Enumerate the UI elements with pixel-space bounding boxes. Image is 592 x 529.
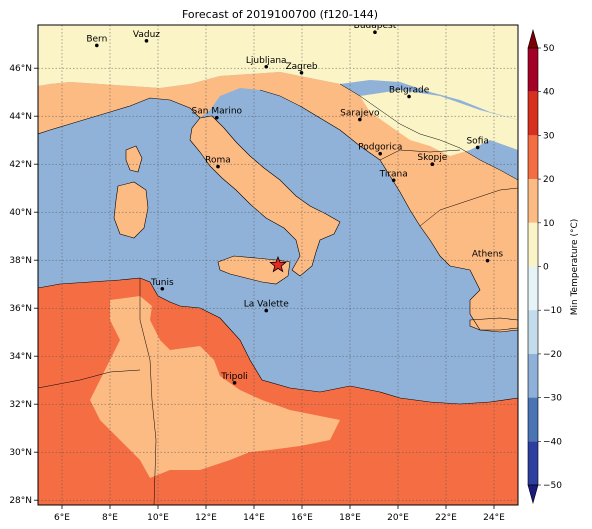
city-dot	[232, 381, 237, 385]
city-dot	[430, 162, 435, 166]
colorbar-tick-label: −30	[543, 394, 562, 404]
lon-tick-label: 14°E	[243, 513, 265, 523]
city-label: Tirana	[379, 169, 408, 179]
colorbar-bin	[528, 310, 538, 354]
city-label: Skopje	[417, 153, 447, 163]
lon-tick-label: 24°E	[483, 513, 505, 523]
colorbar-tick-label: 0	[543, 263, 549, 273]
city-dot	[358, 117, 362, 122]
colorbar: 50 40 30 20 10 0 −10 −20 −30 −40 −50	[527, 28, 562, 505]
city-label: Vaduz	[133, 30, 160, 40]
city-dot	[144, 39, 149, 43]
colorbar-tick-label: 10	[543, 219, 555, 229]
colorbar-bin	[528, 397, 538, 442]
city-label: Roma	[205, 156, 231, 166]
city-dot	[485, 258, 490, 263]
city-label: Sarajevo	[340, 109, 380, 119]
map-title: Forecast of 2019100700 (f120-144)	[182, 8, 378, 21]
colorbar-tick-label: −40	[543, 437, 562, 447]
colorbar-max-extension	[527, 28, 539, 49]
sardinia-land	[114, 182, 148, 238]
city-label: La Valette	[244, 300, 289, 310]
city-dot	[391, 178, 396, 183]
colorbar-tick-label: 20	[543, 175, 555, 185]
city-label: San Marino	[192, 107, 243, 117]
city-label: Zagreb	[285, 62, 317, 72]
city-label: Budapest	[354, 21, 397, 31]
colorbar-bin	[528, 179, 538, 223]
colorbar-tick-label: 30	[543, 131, 555, 141]
city-label: Belgrade	[389, 86, 430, 96]
city-label: Sofia	[466, 136, 488, 146]
north-africa-mild-zone	[90, 296, 340, 478]
city-dot	[95, 43, 99, 48]
lon-tick-label: 22°E	[435, 513, 457, 523]
lat-tick-label: 46°N	[9, 64, 32, 74]
city-dot	[299, 70, 304, 75]
city-label: Tripoli	[220, 372, 248, 382]
city-dot	[373, 30, 377, 34]
colorbar-tick-label: −10	[543, 306, 562, 316]
lat-tick-label: 34°N	[9, 352, 32, 362]
city-label: Bern	[86, 34, 107, 44]
colorbar-bin	[528, 353, 538, 398]
balkan-cool-zone	[360, 90, 518, 156]
lon-tick-label: 6°E	[54, 513, 70, 523]
colorbar-bin	[528, 135, 538, 180]
latitude-axis: 28°N 30°N 32°N 34°N 36°N 38°N 40°N 42°N 44°N 46°N	[9, 64, 38, 506]
lon-tick-label: 20°E	[387, 513, 409, 523]
lon-tick-label: 12°E	[195, 513, 217, 523]
city-dot	[264, 64, 269, 69]
map-frame	[37, 24, 519, 506]
colorbar-bin	[528, 441, 538, 485]
city-dot	[475, 145, 480, 150]
corsica-land	[126, 146, 142, 172]
city-dot	[160, 286, 165, 291]
lat-tick-label: 42°N	[9, 160, 32, 170]
lon-tick-label: 8°E	[102, 513, 118, 523]
city-label: Podgorica	[358, 143, 402, 153]
lat-tick-label: 32°N	[9, 400, 32, 410]
lat-tick-label: 28°N	[9, 496, 32, 506]
colorbar-tick-label: 40	[543, 88, 555, 98]
city-label: Tunis	[150, 278, 174, 288]
lat-tick-label: 36°N	[9, 304, 32, 314]
gridlines	[38, 25, 518, 505]
lon-tick-label: 18°E	[339, 513, 361, 523]
city-dot	[216, 164, 220, 169]
lat-tick-label: 30°N	[9, 448, 32, 458]
coastlines	[38, 83, 518, 505]
city-dot	[264, 308, 269, 313]
italy-land	[190, 116, 340, 276]
city-label: Ljubljana	[246, 56, 287, 66]
city-dot	[407, 94, 411, 99]
lat-tick-label: 38°N	[9, 256, 32, 266]
colorbar-bin	[528, 266, 538, 311]
longitude-axis: 6°E 8°E 10°E 12°E 14°E 16°E 18°E 20°E 22°E 24°E	[54, 505, 505, 523]
colorbar-bin	[528, 48, 538, 92]
europe-land-cool	[38, 25, 518, 120]
lat-tick-label: 44°N	[9, 112, 32, 122]
lon-tick-label: 10°E	[147, 513, 169, 523]
colorbar-bin	[528, 91, 538, 136]
city-dot	[378, 151, 383, 156]
colorbar-label: Min Temperature (°C)	[570, 219, 580, 316]
colorbar-min-extension	[527, 484, 539, 505]
lon-tick-label: 16°E	[291, 513, 313, 523]
colorbar-tick-label: −20	[543, 350, 562, 360]
colorbar-tick-label: 50	[543, 44, 555, 54]
target-star-marker	[269, 255, 287, 273]
city-dot	[215, 115, 219, 120]
lat-tick-label: 40°N	[9, 208, 32, 218]
colorbar-bin	[528, 222, 538, 267]
colorbar-tick-label: −50	[543, 481, 562, 491]
city-label: Athens	[472, 250, 503, 260]
